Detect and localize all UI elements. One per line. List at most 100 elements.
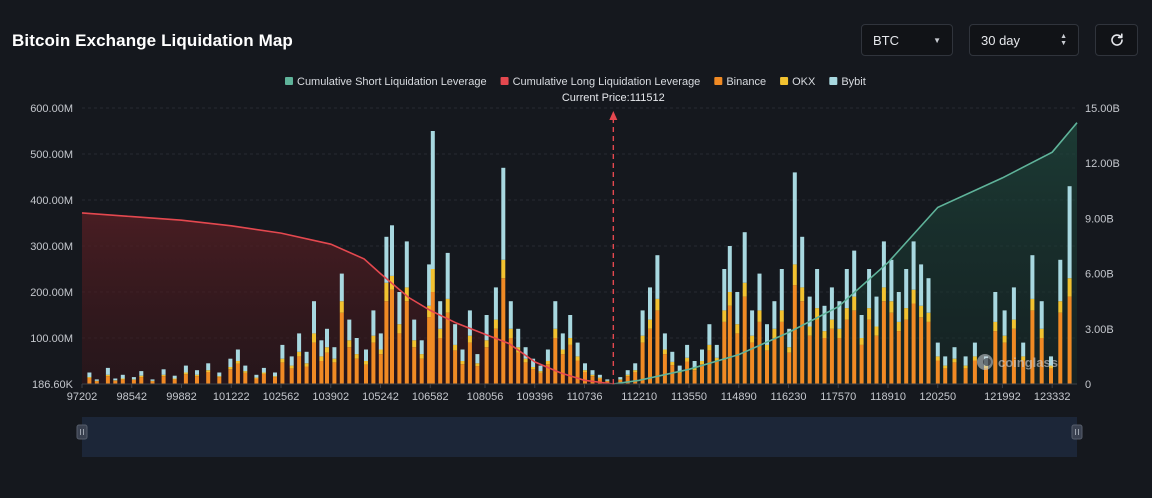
bar-okx: [560, 349, 565, 355]
bar-okx: [597, 377, 602, 379]
bar-binance: [419, 358, 424, 384]
bar-bybit: [412, 319, 417, 341]
bar-okx: [131, 379, 136, 380]
bar-binance: [597, 378, 602, 384]
bar-binance: [87, 378, 92, 384]
bar-bybit: [397, 292, 402, 325]
bar-binance: [139, 377, 144, 384]
bar-bybit: [516, 328, 521, 348]
legend-swatch-long_cum: [500, 77, 509, 85]
x-tick-label: 98542: [116, 391, 147, 403]
bar-binance: [261, 373, 266, 384]
bar-okx: [640, 335, 645, 343]
bar-binance: [113, 380, 118, 384]
bar-bybit: [484, 315, 489, 341]
bar-binance: [150, 381, 155, 384]
bar-binance: [438, 338, 443, 384]
legend-label-short_cum: Cumulative Short Liquidation Leverage: [297, 76, 487, 88]
legend-label-long_cum: Cumulative Long Liquidation Leverage: [513, 76, 701, 88]
bar-okx: [757, 310, 762, 322]
bar-okx: [438, 328, 443, 338]
bar-bybit: [228, 358, 233, 367]
bar-okx: [493, 319, 498, 329]
symbol-select[interactable]: BTC ▼: [861, 24, 953, 56]
bar-okx: [963, 365, 968, 369]
bar-okx: [1021, 356, 1026, 361]
bar-bybit: [553, 301, 558, 329]
bar-bybit: [935, 342, 940, 357]
bar-binance: [1002, 342, 1007, 384]
bar-okx: [1002, 335, 1007, 343]
x-tick-label: 103902: [312, 391, 349, 403]
bar-binance: [560, 354, 565, 384]
bar-binance: [655, 310, 660, 384]
bar-bybit: [235, 349, 240, 361]
bar-binance: [161, 376, 166, 384]
bar-okx: [105, 374, 110, 377]
legend-swatch-okx: [780, 77, 789, 85]
bar-okx: [590, 374, 595, 377]
bar-binance: [707, 350, 712, 384]
bar-bybit: [139, 371, 144, 376]
navigator-handle-left[interactable]: [76, 424, 88, 440]
bar-okx: [460, 361, 465, 365]
bar-bybit: [545, 349, 550, 361]
bar-binance: [475, 366, 480, 384]
legend-label-binance: Binance: [726, 76, 766, 88]
bar-binance: [881, 301, 886, 384]
refresh-icon: [1110, 33, 1123, 46]
bar-bybit: [919, 264, 924, 306]
bar-bybit: [508, 301, 513, 329]
bar-bybit: [852, 250, 857, 297]
bar-binance: [538, 373, 543, 384]
bar-binance: [685, 361, 690, 384]
bar-bybit: [453, 324, 458, 345]
bar-bybit: [347, 319, 352, 341]
bar-binance: [792, 285, 797, 384]
bar-binance: [289, 368, 294, 384]
x-tick-label: 113550: [671, 391, 707, 403]
bar-bybit: [467, 310, 472, 336]
bar-bybit: [765, 324, 769, 345]
bar-bybit: [273, 372, 277, 377]
x-tick-label: 101222: [213, 391, 250, 403]
refresh-button[interactable]: [1095, 24, 1138, 56]
bar-binance: [896, 331, 901, 384]
navigator-handle-right[interactable]: [1071, 424, 1083, 440]
bar-okx: [714, 357, 719, 362]
bar-bybit: [727, 246, 732, 292]
bar-okx: [881, 287, 886, 302]
bar-okx: [859, 338, 864, 345]
x-tick-label: 99882: [166, 391, 197, 403]
bar-bybit: [1011, 287, 1016, 320]
y-right-tick-label: 15.00B: [1085, 103, 1120, 115]
bar-okx: [332, 358, 337, 363]
bar-binance: [523, 362, 528, 384]
bar-okx: [633, 370, 638, 372]
bar-bybit: [625, 370, 630, 375]
bar-bybit: [677, 365, 682, 372]
bar-okx: [319, 356, 324, 361]
y-right-tick-label: 12.00B: [1085, 158, 1120, 170]
bar-binance: [378, 354, 383, 384]
bar-bybit: [131, 377, 136, 380]
bar-okx: [430, 269, 435, 292]
bar-okx: [261, 372, 266, 374]
bar-binance: [1011, 328, 1016, 384]
bar-bybit: [822, 305, 827, 332]
bar-binance: [911, 303, 916, 384]
bar-okx: [772, 328, 777, 338]
bar-bybit: [904, 269, 909, 309]
bar-bybit: [815, 269, 820, 309]
bar-okx: [161, 374, 166, 377]
bar-binance: [304, 366, 309, 384]
bar-binance: [765, 350, 769, 384]
bar-binance: [273, 377, 277, 384]
bar-binance: [568, 344, 573, 384]
bar-bybit: [105, 367, 110, 375]
short-cumulative-area: [613, 122, 1077, 384]
time-range-select[interactable]: 30 day ▲ ▼: [969, 24, 1079, 56]
bar-bybit: [1002, 310, 1007, 336]
bar-okx: [217, 376, 222, 378]
legend-label-bybit: Bybit: [841, 76, 865, 88]
